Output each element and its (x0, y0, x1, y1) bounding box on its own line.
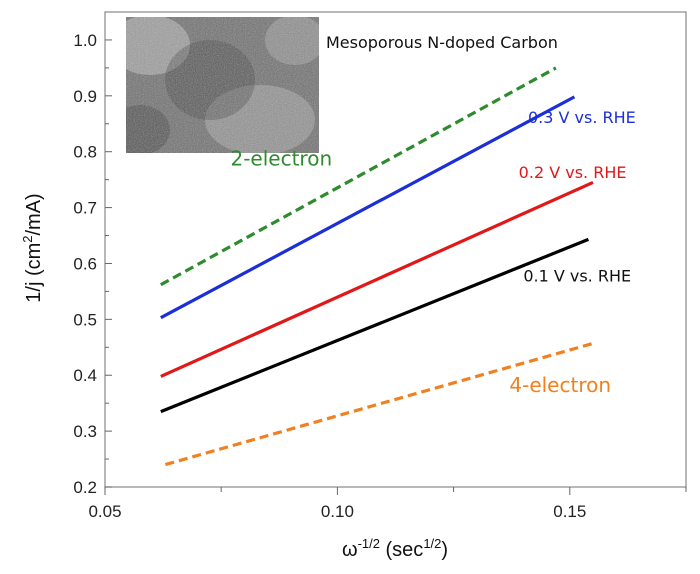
x-tick-label-2: 0.15 (553, 502, 586, 521)
series-line-3 (160, 237, 589, 414)
annotation-four-electron: 4-electron (509, 373, 611, 397)
y-tick-label-7: 0.9 (73, 87, 97, 106)
y-tick-label-3: 0.5 (73, 310, 97, 329)
series-line-1 (160, 95, 576, 320)
series-line-2 (160, 180, 594, 378)
annotation-v01: 0.1 V vs. RHE (523, 266, 631, 285)
sem-inset: Mesoporous N-doped Carbon (126, 17, 558, 153)
y-tick-label-0: 0.2 (73, 478, 97, 497)
y-tick-label-2: 0.4 (73, 366, 97, 385)
y-tick-label-6: 0.8 (73, 143, 97, 162)
y-tick-label-5: 0.7 (73, 199, 97, 218)
y-tick-label-4: 0.6 (73, 254, 97, 273)
annotation-v03: 0.3 V vs. RHE (528, 108, 636, 127)
y-tick-label-8: 1.0 (73, 31, 97, 50)
annotation-v02: 0.2 V vs. RHE (519, 163, 627, 182)
x-tick-label-0: 0.05 (88, 502, 121, 521)
y-tick-label-1: 0.3 (73, 422, 97, 441)
plot-frame (104, 11, 687, 488)
series-lines (160, 66, 594, 467)
series-annotations: 2-electron 0.3 V vs. RHE 0.2 V vs. RHE 0.1 … (230, 108, 635, 397)
annotation-two-electron: 2-electron (230, 147, 332, 171)
x-tick-label-1: 0.10 (321, 502, 354, 521)
x-axis-title: ω-1/2 (sec1/2) (342, 536, 448, 561)
tick-labels: 0.2 0.3 0.4 0.5 0.6 0.7 0.8 0.9 1.0 0.05 0.10 0.15 (73, 31, 586, 521)
inset-caption: Mesoporous N-doped Carbon (326, 33, 558, 52)
y-axis-title: 1/j (cm2/mA) (20, 193, 45, 302)
series-line-4 (164, 341, 594, 467)
series-line-0 (160, 66, 557, 287)
axis-ticks (104, 39, 687, 495)
